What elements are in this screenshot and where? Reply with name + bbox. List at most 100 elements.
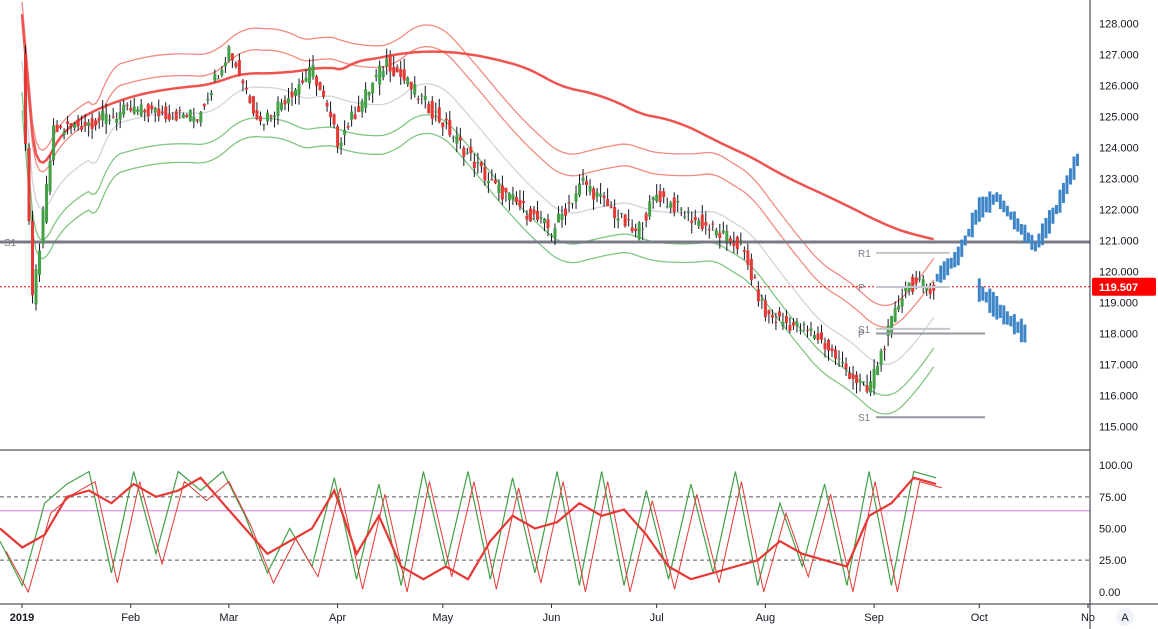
candle-down (143, 110, 147, 113)
candle-down (791, 322, 795, 326)
candle-down (585, 180, 589, 186)
candle-up (557, 213, 561, 223)
candle-up (220, 69, 224, 76)
candle-down (658, 190, 662, 203)
projection-bar (1054, 204, 1058, 215)
osc-tick-0: 100.00 (1099, 460, 1133, 472)
candle-down (329, 111, 333, 118)
candle-down (525, 215, 529, 220)
candle-up (367, 91, 371, 96)
candle-down (602, 195, 606, 199)
candle-down (24, 54, 28, 144)
candle-up (153, 107, 157, 113)
candle-down (97, 117, 101, 121)
candle-down (388, 54, 392, 72)
candle-down (392, 66, 396, 76)
candle-up (497, 184, 501, 193)
candle-up (676, 201, 680, 203)
candle-down (690, 220, 694, 224)
candle-down (146, 104, 150, 117)
pivot-label-2: P (858, 330, 865, 341)
projection-bar (1019, 318, 1023, 343)
candle-up (904, 286, 908, 292)
osc-tick-2: 50.00 (1099, 524, 1127, 536)
projection-bar (1002, 305, 1006, 325)
candle-up (581, 177, 585, 181)
price-tick-12: 116.000 (1099, 391, 1138, 403)
projection-bar (1061, 182, 1065, 203)
upper-band-outer (21, 1, 935, 307)
candle-up (655, 194, 659, 202)
candle-up (802, 324, 806, 326)
projection-bar (1005, 205, 1009, 217)
candle-down (774, 321, 778, 323)
candle-up (34, 269, 38, 305)
candle-down (627, 219, 631, 221)
candle-up (879, 350, 883, 366)
candle-down (644, 213, 648, 221)
candle-down (777, 311, 781, 317)
candle-down (820, 332, 823, 340)
candle-down (174, 111, 178, 121)
candle-down (851, 374, 855, 379)
candle-up (542, 218, 546, 224)
osc-tick-1: 75.00 (1099, 492, 1127, 504)
time-tick-5: Jun (543, 612, 561, 624)
candle-up (118, 112, 122, 120)
oscillator-axis[interactable]: 100.00 75.00 50.00 25.00 0.00 (1099, 460, 1133, 599)
candle-down (844, 363, 848, 369)
price-axis[interactable]: 128.000 127.000 126.000 125.000 124.000 123.0… (1099, 19, 1139, 434)
candle-down (855, 374, 859, 384)
candle-up (918, 278, 922, 280)
candle-up (725, 231, 729, 242)
candle-up (304, 77, 308, 82)
candle-up (893, 307, 897, 323)
candle-up (115, 118, 119, 123)
candle-down (195, 119, 199, 121)
projection-bar (935, 273, 939, 282)
candle-down (630, 227, 634, 232)
candle-down (164, 106, 168, 120)
projection-bar (991, 291, 995, 317)
projection-bar (1002, 200, 1006, 213)
candle-down (500, 185, 504, 200)
candle-up (136, 109, 140, 112)
projection-bar (1047, 210, 1051, 234)
time-axis[interactable]: 2019 Feb Mar Apr May Jun Jul Aug Sep Oct No (10, 604, 1095, 624)
candle-down (756, 289, 760, 302)
price-tick-4: 124.000 (1099, 143, 1139, 155)
projection-bar (988, 288, 992, 313)
candle-up (209, 92, 213, 96)
candle-up (837, 358, 841, 360)
auto-scale-label: A (1121, 612, 1129, 624)
candle-down (634, 228, 638, 232)
candle-up (571, 203, 575, 205)
upper-band-inner (21, 23, 935, 328)
candle-up (665, 206, 669, 208)
candle-down (546, 219, 550, 229)
candle-up (423, 95, 427, 101)
candle-up (73, 123, 77, 128)
candle-up (227, 46, 231, 61)
projection-bar (1065, 175, 1069, 195)
support-line-label-0: S1 (4, 238, 17, 249)
time-tick-2: Mar (219, 612, 238, 624)
candle-down (514, 196, 518, 203)
projection-bar (939, 265, 943, 283)
candle-down (865, 385, 869, 392)
candle-down (55, 124, 59, 133)
candle-down (94, 120, 98, 126)
projection-bar (981, 286, 985, 301)
candle-down (416, 98, 420, 100)
oscillator-series-0 (0, 470, 937, 588)
candle-up (104, 113, 108, 124)
candle-up (343, 129, 347, 136)
auto-scale-button[interactable]: A (1116, 608, 1134, 626)
candle-down (283, 100, 287, 105)
candle-down (472, 161, 476, 169)
candle-down (532, 209, 536, 215)
candle-down (830, 348, 834, 352)
price-tick-13: 115.000 (1099, 422, 1138, 434)
candle-down (185, 114, 189, 117)
